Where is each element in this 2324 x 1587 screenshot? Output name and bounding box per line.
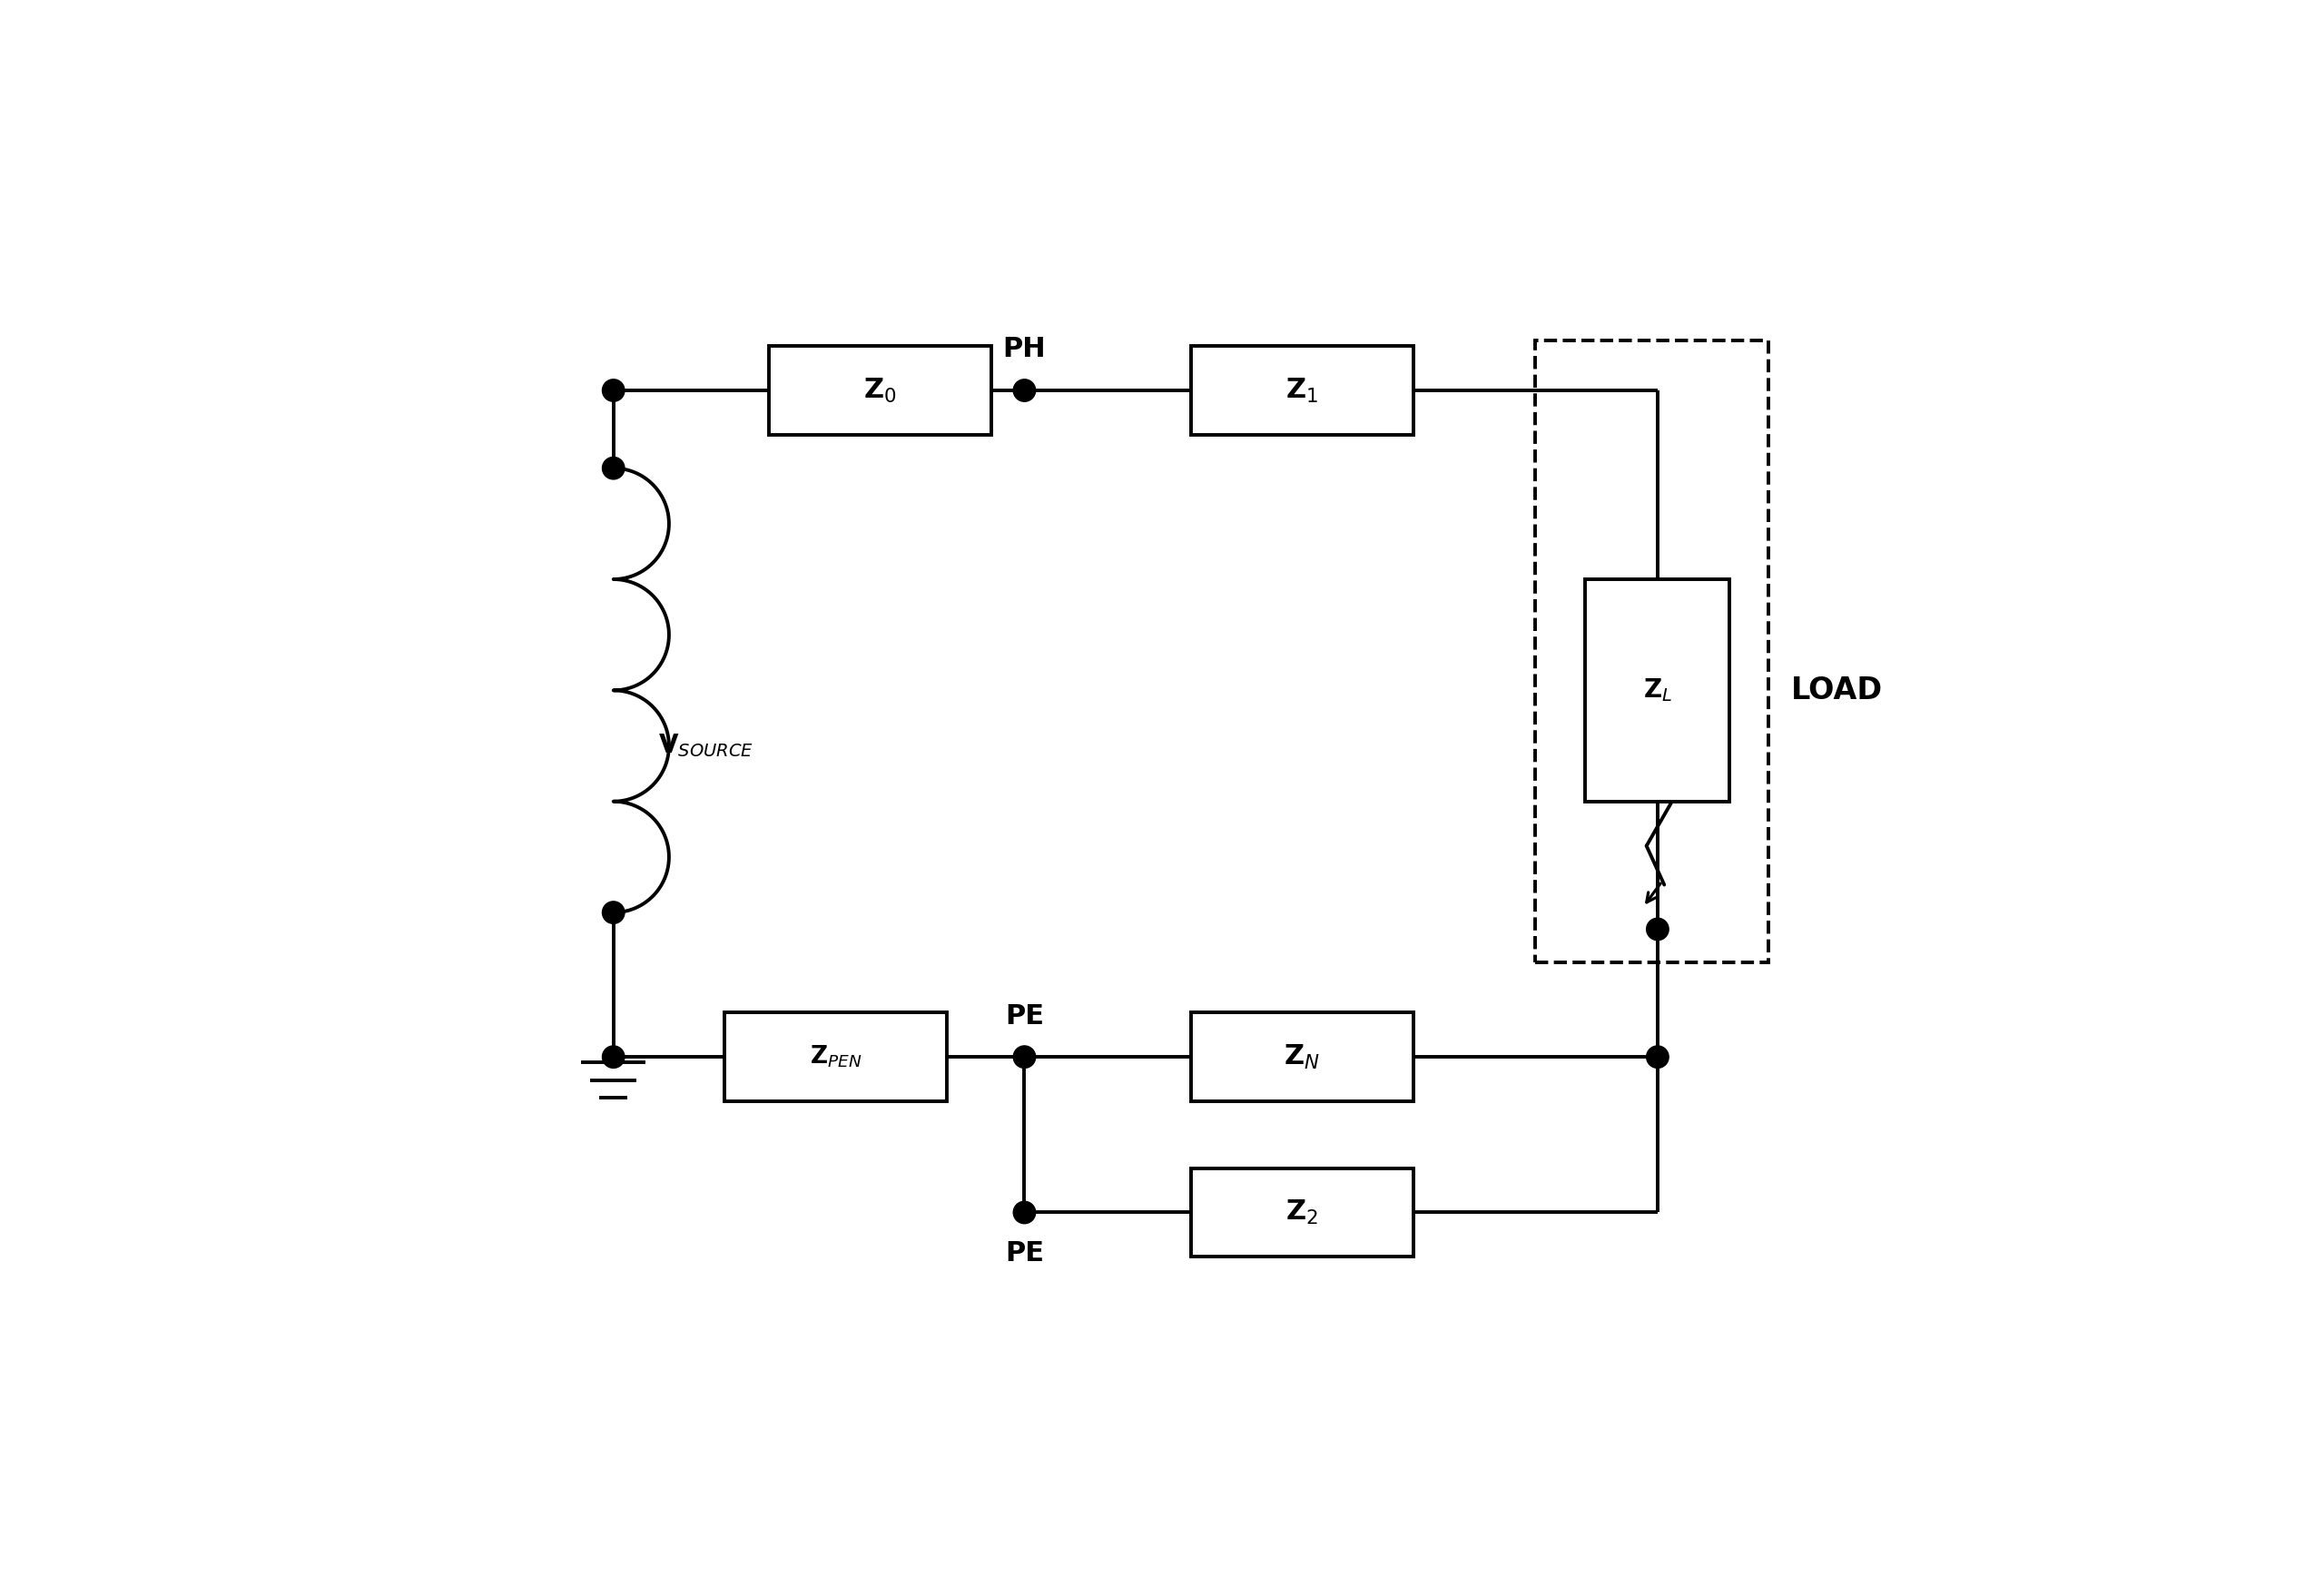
Circle shape — [602, 457, 625, 479]
Text: Z$_1$: Z$_1$ — [1285, 376, 1318, 405]
Circle shape — [602, 901, 625, 924]
Circle shape — [1013, 1201, 1037, 1224]
Text: PE: PE — [1004, 1003, 1043, 1028]
Bar — [725, 1013, 946, 1101]
Text: PH: PH — [1004, 336, 1046, 362]
Circle shape — [1645, 1046, 1669, 1068]
Circle shape — [1013, 379, 1037, 402]
Text: Z$_L$: Z$_L$ — [1643, 676, 1673, 705]
Circle shape — [1645, 917, 1669, 940]
Text: LOAD: LOAD — [1792, 676, 1882, 705]
Text: Z$_0$: Z$_0$ — [865, 376, 897, 405]
Text: V$_{SOURCE}$: V$_{SOURCE}$ — [658, 732, 753, 760]
Bar — [1192, 346, 1413, 435]
Text: PE: PE — [1004, 1241, 1043, 1266]
Text: Z$_{PEN}$: Z$_{PEN}$ — [809, 1044, 862, 1070]
Bar — [1585, 579, 1729, 801]
Bar — [1536, 341, 1769, 962]
Bar — [1192, 1013, 1413, 1101]
Bar — [769, 346, 990, 435]
Bar — [1192, 1168, 1413, 1257]
Text: Z$_N$: Z$_N$ — [1285, 1043, 1320, 1071]
Circle shape — [602, 379, 625, 402]
Text: Z$_2$: Z$_2$ — [1285, 1198, 1318, 1227]
Circle shape — [1013, 1046, 1037, 1068]
Circle shape — [602, 1046, 625, 1068]
